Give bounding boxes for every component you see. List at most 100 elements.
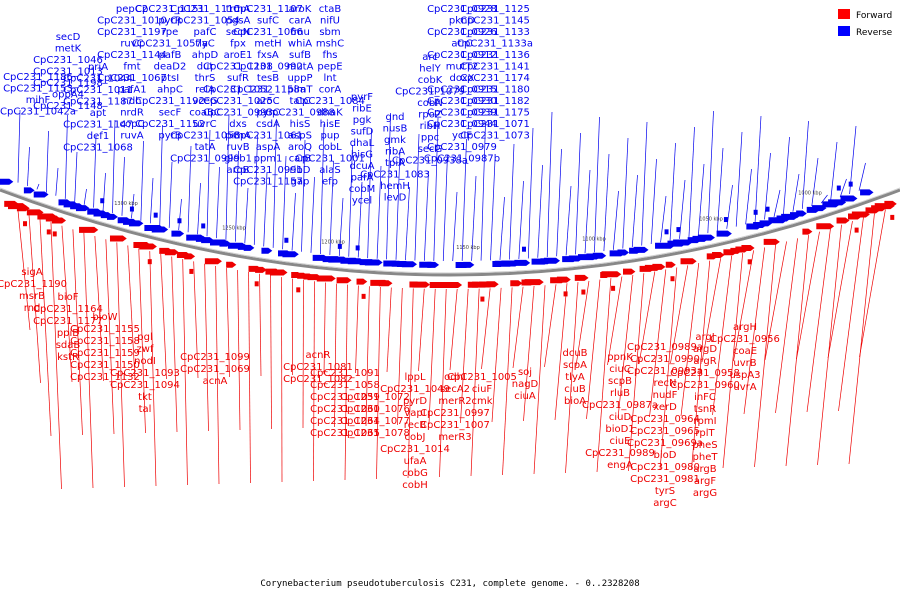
reverse-gene-label: dhaL <box>350 138 375 149</box>
genome-backbone-highlight <box>0 187 900 274</box>
forward-connector <box>649 269 667 418</box>
reverse-connector <box>102 172 106 211</box>
forward-gene-label: cmk <box>471 396 492 407</box>
reverse-connector <box>320 123 325 254</box>
forward-connector <box>313 281 315 482</box>
reverse-gene-label: CpC231_0938a <box>392 156 468 167</box>
forward-gene-label: argF <box>694 476 716 487</box>
forward-gene-label: ppnK <box>607 352 633 363</box>
reverse-gene-label: aroE1 <box>224 50 253 61</box>
reverse-gene-label: fxsA <box>257 50 279 61</box>
reverse-gene-label: ribH <box>420 121 441 132</box>
forward-connector <box>171 256 178 433</box>
forward-gene-label: CpC231_1064 <box>310 416 380 427</box>
reverse-gene-label: ppc <box>421 133 439 144</box>
forward-gene-label: argH <box>733 322 757 333</box>
forward-gene-label: CpC231_1177 <box>33 316 103 327</box>
forward-gene-label: sigA <box>21 267 42 278</box>
forward-gene-label: CpC231_1150 <box>70 360 140 371</box>
forward-connector <box>376 286 381 480</box>
reverse-gene-label: CpC231_1107 <box>233 4 303 15</box>
reverse-gene-arrow <box>0 178 14 185</box>
reverse-gene-label: ndh <box>122 96 141 107</box>
reverse-connector <box>773 189 781 218</box>
forward-gene-label: recN <box>653 378 676 389</box>
reverse-gene-label: tpiA <box>385 158 405 169</box>
gene-marker <box>723 217 728 223</box>
forward-connector <box>848 213 875 465</box>
gene-labels: CpC231_1186CpC231_1153mihFCpC231_1042ase… <box>0 4 780 509</box>
reverse-gene-label: ycel <box>352 196 372 207</box>
reverse-gene-label: dhaK <box>317 108 343 119</box>
reverse-connector <box>17 109 21 183</box>
reverse-connector <box>386 112 391 260</box>
legend-forward-swatch <box>838 9 850 19</box>
reverse-connector <box>121 156 125 216</box>
forward-gene-label: coaE <box>733 346 757 357</box>
reverse-gene-arrow <box>796 210 807 217</box>
forward-connector <box>806 228 831 413</box>
gene-marker <box>765 206 770 212</box>
reverse-connector <box>405 186 410 261</box>
legend-forward-label: Forward <box>856 11 892 21</box>
gene-marker <box>189 268 194 274</box>
reverse-connector <box>93 135 97 208</box>
forward-connector <box>386 287 392 373</box>
forward-connector <box>785 235 809 467</box>
reverse-connector <box>272 118 277 248</box>
forward-connector <box>460 288 469 424</box>
forward-gene-label: ciuC <box>609 364 631 375</box>
reverse-connector <box>745 168 752 225</box>
forward-connector <box>397 288 403 426</box>
reverse-gene-label: dxs <box>229 119 246 130</box>
reverse-gene-label: CpC231_1125 <box>460 4 530 15</box>
reverse-connector <box>556 148 562 257</box>
forward-gene-label: pheS <box>692 440 717 451</box>
reverse-connector <box>424 170 429 261</box>
forward-gene-label: dcuB <box>562 348 587 359</box>
forward-gene-label: bioD <box>654 450 677 461</box>
forward-connector <box>470 288 480 477</box>
reverse-gene-label: copC <box>120 119 145 130</box>
reverse-connector <box>584 169 591 254</box>
reverse-gene-arrow <box>697 234 715 241</box>
forward-gene-label: CpC231_0969a <box>627 438 703 449</box>
reverse-gene-label: sufC <box>257 16 279 27</box>
reverse-connector <box>811 157 819 207</box>
reverse-connector <box>187 145 192 233</box>
forward-gene-arrow <box>816 223 835 230</box>
forward-connector <box>344 284 348 481</box>
reverse-gene-label: fhs <box>322 50 337 61</box>
forward-connector <box>859 209 886 358</box>
reverse-connector <box>716 147 724 232</box>
gene-marker <box>337 243 342 249</box>
forward-gene-arrow <box>109 235 127 242</box>
gene-marker <box>664 229 669 235</box>
forward-gene-label: CpC231_1077 <box>340 416 410 427</box>
forward-gene-label: CpC231_1005 <box>447 372 517 383</box>
reverse-gene-label: pafB <box>159 50 182 61</box>
forward-gene-label: CpC231_0964 <box>630 414 700 425</box>
forward-gene-label: odhI <box>444 372 466 383</box>
reverse-connector <box>206 129 211 237</box>
reverse-gene-label: CpC231_1046 <box>33 55 103 66</box>
gene-marker <box>147 259 152 265</box>
reverse-connector <box>433 117 439 261</box>
forward-connector <box>50 222 62 490</box>
forward-connector <box>796 231 820 360</box>
reverse-gene-label: nusB <box>383 124 408 135</box>
reverse-gene-label: levD <box>384 193 407 204</box>
reverse-gene-arrow <box>23 187 35 194</box>
reverse-connector <box>452 191 458 262</box>
forward-gene-arrow <box>316 275 336 282</box>
forward-gene-label: ppiB <box>57 328 79 339</box>
reverse-connector <box>253 134 258 245</box>
forward-gene-arrow <box>336 277 352 284</box>
reverse-connector <box>140 140 144 221</box>
reverse-gene-label: CpC231_1133 <box>460 27 530 38</box>
reverse-gene-label: def1 <box>87 131 109 142</box>
forward-gene-label: pyrD <box>403 396 427 407</box>
reverse-gene-label: aroB <box>227 165 250 176</box>
reverse-gene-label: CpC231_1182 <box>460 96 530 107</box>
forward-connector <box>355 285 359 374</box>
